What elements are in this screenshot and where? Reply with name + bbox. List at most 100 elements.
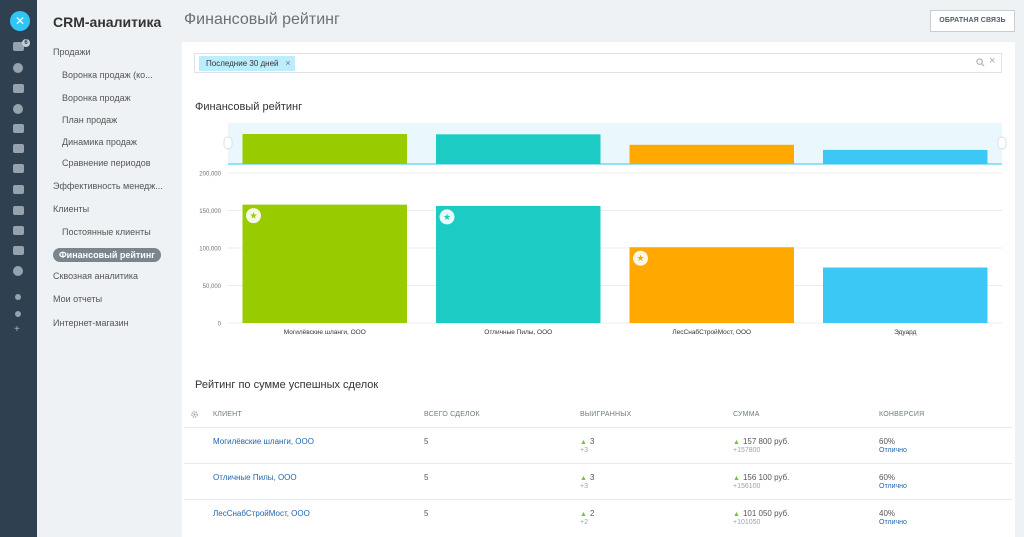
nav-item-eshop[interactable]: Интернет-магазин	[53, 318, 129, 328]
sum-delta: +156100	[733, 483, 761, 490]
settings-icon[interactable]	[15, 311, 21, 317]
filter-input[interactable]: Последние 30 дней × ×	[194, 53, 1002, 73]
nav-item-period-compare[interactable]: Сравнение периодов	[62, 158, 151, 168]
row-divider	[184, 427, 1012, 428]
search-icon[interactable]	[976, 58, 985, 67]
won-deals: ▲ 3	[580, 437, 595, 446]
filter-tag-label: Последние 30 дней	[206, 59, 279, 68]
won-delta: +3	[580, 483, 588, 490]
currency-icon[interactable]	[13, 104, 23, 114]
app-icon-rail: ✕ 6 +	[0, 0, 37, 537]
financial-rating-chart: 0 50,000 100,000 150,000 200,000 ★ Могилёвские…	[199, 123, 1007, 336]
check-icon[interactable]	[13, 266, 23, 276]
trend-up-icon: ▲	[733, 439, 740, 446]
column-header-conversion[interactable]: КОНВЕРСИЯ	[879, 411, 925, 418]
column-header-client[interactable]: КЛИЕНТ	[213, 411, 242, 418]
gear-icon[interactable]	[190, 410, 199, 419]
sum-delta: +101050	[733, 519, 761, 526]
y-tick-label: 150,000	[199, 209, 221, 215]
bar	[823, 267, 988, 323]
analytics-icon[interactable]	[13, 124, 24, 133]
star-icon	[633, 250, 649, 266]
trend-up-icon: ▲	[733, 511, 740, 518]
nav-item-manager-efficiency[interactable]: Эффективность менедж...	[53, 181, 163, 191]
nav-item-my-reports[interactable]: Мои отчеты	[53, 294, 103, 304]
nav-item-sales-plan[interactable]: План продаж	[62, 115, 118, 125]
sum-delta: +157800	[733, 447, 761, 454]
rating-link[interactable]: Отлично	[879, 447, 907, 454]
star-icon-glyph: ★	[249, 211, 257, 221]
client-link[interactable]: Отличные Пилы, ООО	[213, 473, 297, 482]
x-category-label: Могилёвские шланги, ООО	[284, 329, 366, 336]
filter-tag[interactable]: Последние 30 дней ×	[199, 56, 295, 71]
total-deals: 5	[424, 509, 429, 518]
nav-item-end-to-end[interactable]: Сквозная аналитика	[53, 271, 139, 281]
y-tick-label: 0	[218, 322, 222, 328]
feedback-button[interactable]: ОБРАТНАЯ СВЯЗЬ	[930, 10, 1015, 32]
nav-item-funnel[interactable]: Воронка продаж	[62, 93, 131, 103]
target-icon[interactable]	[13, 63, 23, 73]
nav-item-sales-dynamics[interactable]: Динамика продаж	[62, 137, 137, 147]
y-tick-label: 50,000	[203, 284, 222, 290]
won-deals: ▲ 3	[580, 473, 595, 482]
star-icon-glyph: ★	[636, 253, 644, 263]
deal-sum: ▲ 101 050 руб.	[733, 509, 790, 518]
column-header-total[interactable]: ВСЕГО СДЕЛОК	[424, 411, 480, 418]
tasks-icon[interactable]	[13, 144, 24, 153]
y-tick-label: 100,000	[199, 247, 221, 253]
client-link[interactable]: Могилёвские шланги, ООО	[213, 437, 314, 446]
star-icon	[246, 208, 262, 224]
share-icon[interactable]	[15, 294, 21, 300]
x-category-label: Отличные Пилы, ООО	[484, 329, 552, 336]
chart-section-title: Финансовый рейтинг	[195, 101, 303, 113]
report-panel: Последние 30 дней × × Финансовый рейтинг…	[182, 42, 1015, 537]
nav-item-sales[interactable]: Продажи	[53, 47, 91, 57]
bar	[436, 205, 601, 323]
star-icon-glyph: ★	[443, 212, 451, 222]
inbox-icon[interactable]	[13, 84, 24, 93]
calendar-icon[interactable]	[13, 226, 24, 235]
won-deals: ▲ 2	[580, 509, 595, 518]
remove-tag-icon[interactable]: ×	[285, 58, 291, 68]
conversion: 40%	[879, 509, 896, 518]
x-category-label: ЛесСнабСтройМост, ООО	[672, 328, 751, 336]
rating-link[interactable]: Отлично	[879, 483, 907, 490]
client-link[interactable]: ЛесСнабСтройМост, ООО	[213, 509, 310, 518]
total-deals: 5	[424, 437, 429, 446]
rating-link[interactable]: Отлично	[879, 519, 907, 526]
bar	[242, 204, 407, 323]
nav-item-financial-rating[interactable]: Финансовый рейтинг	[53, 248, 162, 262]
page-title: Финансовый рейтинг	[184, 11, 340, 28]
store-icon[interactable]	[13, 185, 24, 194]
total-deals: 5	[424, 473, 429, 482]
clear-filter-icon[interactable]: ×	[989, 55, 996, 67]
mail-icon[interactable]	[13, 164, 24, 173]
navigator-bar	[436, 134, 601, 164]
filter-icon[interactable]	[13, 42, 24, 51]
add-icon[interactable]: +	[14, 324, 20, 335]
range-handle-right	[997, 136, 1007, 150]
won-delta: +2	[580, 519, 588, 526]
nav-item-regular-clients[interactable]: Постоянные клиенты	[62, 227, 151, 237]
trend-up-icon: ▲	[580, 475, 587, 482]
conversion: 60%	[879, 437, 896, 446]
column-header-sum[interactable]: СУММА	[733, 411, 760, 418]
column-header-won[interactable]: ВЫИГРАННЫХ	[580, 411, 632, 418]
apps-icon[interactable]	[13, 246, 24, 255]
range-handle-left	[223, 136, 233, 150]
table-title: Рейтинг по сумме успешных сделок	[195, 379, 379, 391]
nav-title: CRM-аналитика	[53, 14, 162, 30]
trend-up-icon: ▲	[580, 511, 587, 518]
nav-item-funnel-contacts[interactable]: Воронка продаж (ко...	[62, 70, 153, 80]
nav-item-clients[interactable]: Клиенты	[53, 204, 90, 214]
navigator-bar	[242, 134, 407, 164]
deal-sum: ▲ 156 100 руб.	[733, 473, 790, 482]
y-tick-label: 200,000	[199, 172, 221, 178]
conversion: 60%	[879, 473, 896, 482]
cart-icon[interactable]	[13, 206, 24, 215]
row-divider	[184, 463, 1012, 464]
close-icon[interactable]: ✕	[10, 11, 30, 31]
trend-up-icon: ▲	[580, 439, 587, 446]
row-divider	[184, 499, 1012, 500]
won-delta: +3	[580, 447, 588, 454]
